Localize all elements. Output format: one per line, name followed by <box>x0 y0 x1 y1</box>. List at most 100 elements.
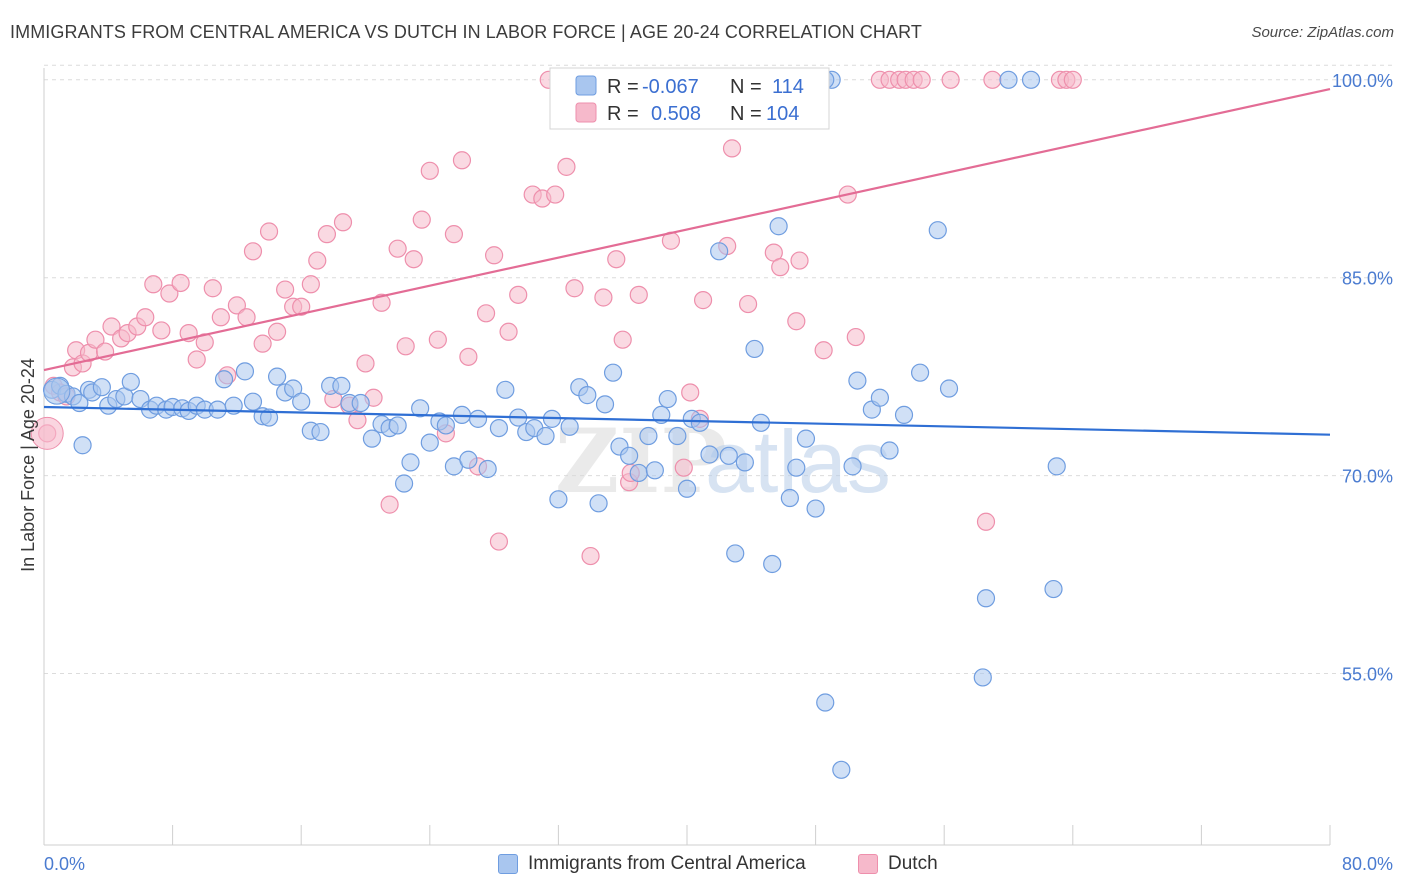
x-tick-labels: 0.0% 80.0% <box>44 854 1393 874</box>
central-america-point <box>235 362 255 381</box>
dutch-point <box>388 239 407 258</box>
legend-swatch-dutch <box>858 854 878 874</box>
dutch-point <box>136 308 155 327</box>
dutch-point <box>253 334 272 353</box>
central-america-point <box>745 339 764 359</box>
central-america-point <box>489 418 509 438</box>
central-america-point <box>763 554 782 574</box>
dutch-point <box>489 532 509 551</box>
dutch-point <box>243 242 263 261</box>
dutch-point <box>301 275 320 294</box>
central-america-point <box>394 474 414 493</box>
central-america-point <box>589 494 608 513</box>
dutch-point <box>674 458 693 477</box>
legend-item-central-america: Immigrants from Central America <box>498 853 806 875</box>
central-america-point <box>870 388 890 407</box>
dutch-point <box>444 225 464 244</box>
y-axis-label: In Labor Force | Age 20-24 <box>18 358 38 572</box>
x-tick-label: 80.0% <box>1342 854 1393 874</box>
central-america-point <box>459 450 478 469</box>
central-america-point <box>710 242 729 261</box>
central-america-point <box>92 378 111 397</box>
dutch-point <box>613 330 632 349</box>
dutch-point <box>276 280 295 299</box>
y-tick-label: 70.0% <box>1342 467 1393 487</box>
dutch-point <box>546 185 565 204</box>
central-america-point <box>928 221 947 240</box>
central-america-point <box>843 457 862 476</box>
dutch-point <box>565 279 584 298</box>
legend-n-label-pink: N = <box>730 103 762 125</box>
dutch-point <box>594 288 613 307</box>
legend-swatch-blue <box>575 75 597 96</box>
dutch-point <box>722 139 742 158</box>
dutch-point <box>372 293 391 312</box>
dutch-point <box>509 285 528 304</box>
dutch-point <box>476 304 496 323</box>
y-tick-label: 100.0% <box>1332 71 1393 91</box>
dutch-point <box>160 284 179 303</box>
chart-title: IMMIGRANTS FROM CENTRAL AMERICA VS DUTCH… <box>10 22 922 42</box>
central-america-point <box>999 70 1018 89</box>
central-america-point <box>496 380 515 399</box>
central-america-point <box>658 389 677 409</box>
central-america-point <box>719 446 738 465</box>
central-america-point <box>735 453 754 472</box>
dutch-point <box>499 322 518 341</box>
dutch-point <box>348 411 367 430</box>
y-tick-label: 85.0% <box>1342 269 1393 289</box>
legend-r-pink: 0.508 <box>651 103 701 125</box>
central-america-point <box>639 426 658 446</box>
central-america-point <box>549 490 568 509</box>
dutch-point <box>333 213 353 232</box>
dutch-point <box>102 317 121 336</box>
dutch-point <box>144 275 163 294</box>
central-america-point <box>816 693 835 712</box>
dutch-point <box>237 308 256 327</box>
legend-n-label-blue: N = <box>730 76 762 98</box>
central-america-point <box>603 363 623 382</box>
dutch-point <box>693 291 713 310</box>
dutch-point <box>787 312 806 331</box>
top-legend: R = -0.067 N = 114 R = 0.508 N = 104 <box>549 67 830 130</box>
central-america-point <box>243 392 263 411</box>
dutch-point <box>912 70 931 89</box>
central-america-point <box>411 399 430 418</box>
central-america-point <box>121 372 140 392</box>
central-america-point <box>629 463 648 483</box>
central-america-point <box>832 760 851 779</box>
bottom-legend: Immigrants from Central America Dutch <box>0 851 1406 879</box>
dutch-point <box>227 296 246 315</box>
central-america-point <box>478 459 497 479</box>
central-america-point <box>976 589 996 608</box>
central-america-point <box>560 417 579 436</box>
central-america-point <box>284 379 303 398</box>
central-america-point <box>677 479 697 498</box>
dutch-point <box>30 416 64 450</box>
central-america-point <box>796 429 816 448</box>
dutch-point <box>814 341 833 360</box>
legend-n-blue: 114 <box>772 76 804 98</box>
dutch-point <box>557 157 576 176</box>
dutch-point <box>790 251 809 270</box>
legend-swatch-central-america <box>498 854 518 874</box>
central-america-point <box>332 376 351 395</box>
dutch-point <box>356 354 375 373</box>
central-america-point <box>468 409 488 428</box>
central-america-point <box>780 488 799 508</box>
central-america-point <box>939 379 959 398</box>
central-america-point <box>436 416 455 435</box>
central-america-point <box>267 367 287 386</box>
central-america-point <box>1021 70 1041 89</box>
central-america-point <box>848 371 867 390</box>
central-america-point <box>259 408 279 427</box>
dutch-point <box>317 225 337 244</box>
dutch-point <box>171 273 190 293</box>
dutch-point <box>211 308 230 327</box>
dutch-point <box>681 383 700 402</box>
dutch-point <box>259 222 279 241</box>
central-america-point <box>894 405 914 424</box>
central-america-point <box>880 441 899 460</box>
central-america-point <box>700 445 719 464</box>
dutch-point <box>292 297 311 316</box>
